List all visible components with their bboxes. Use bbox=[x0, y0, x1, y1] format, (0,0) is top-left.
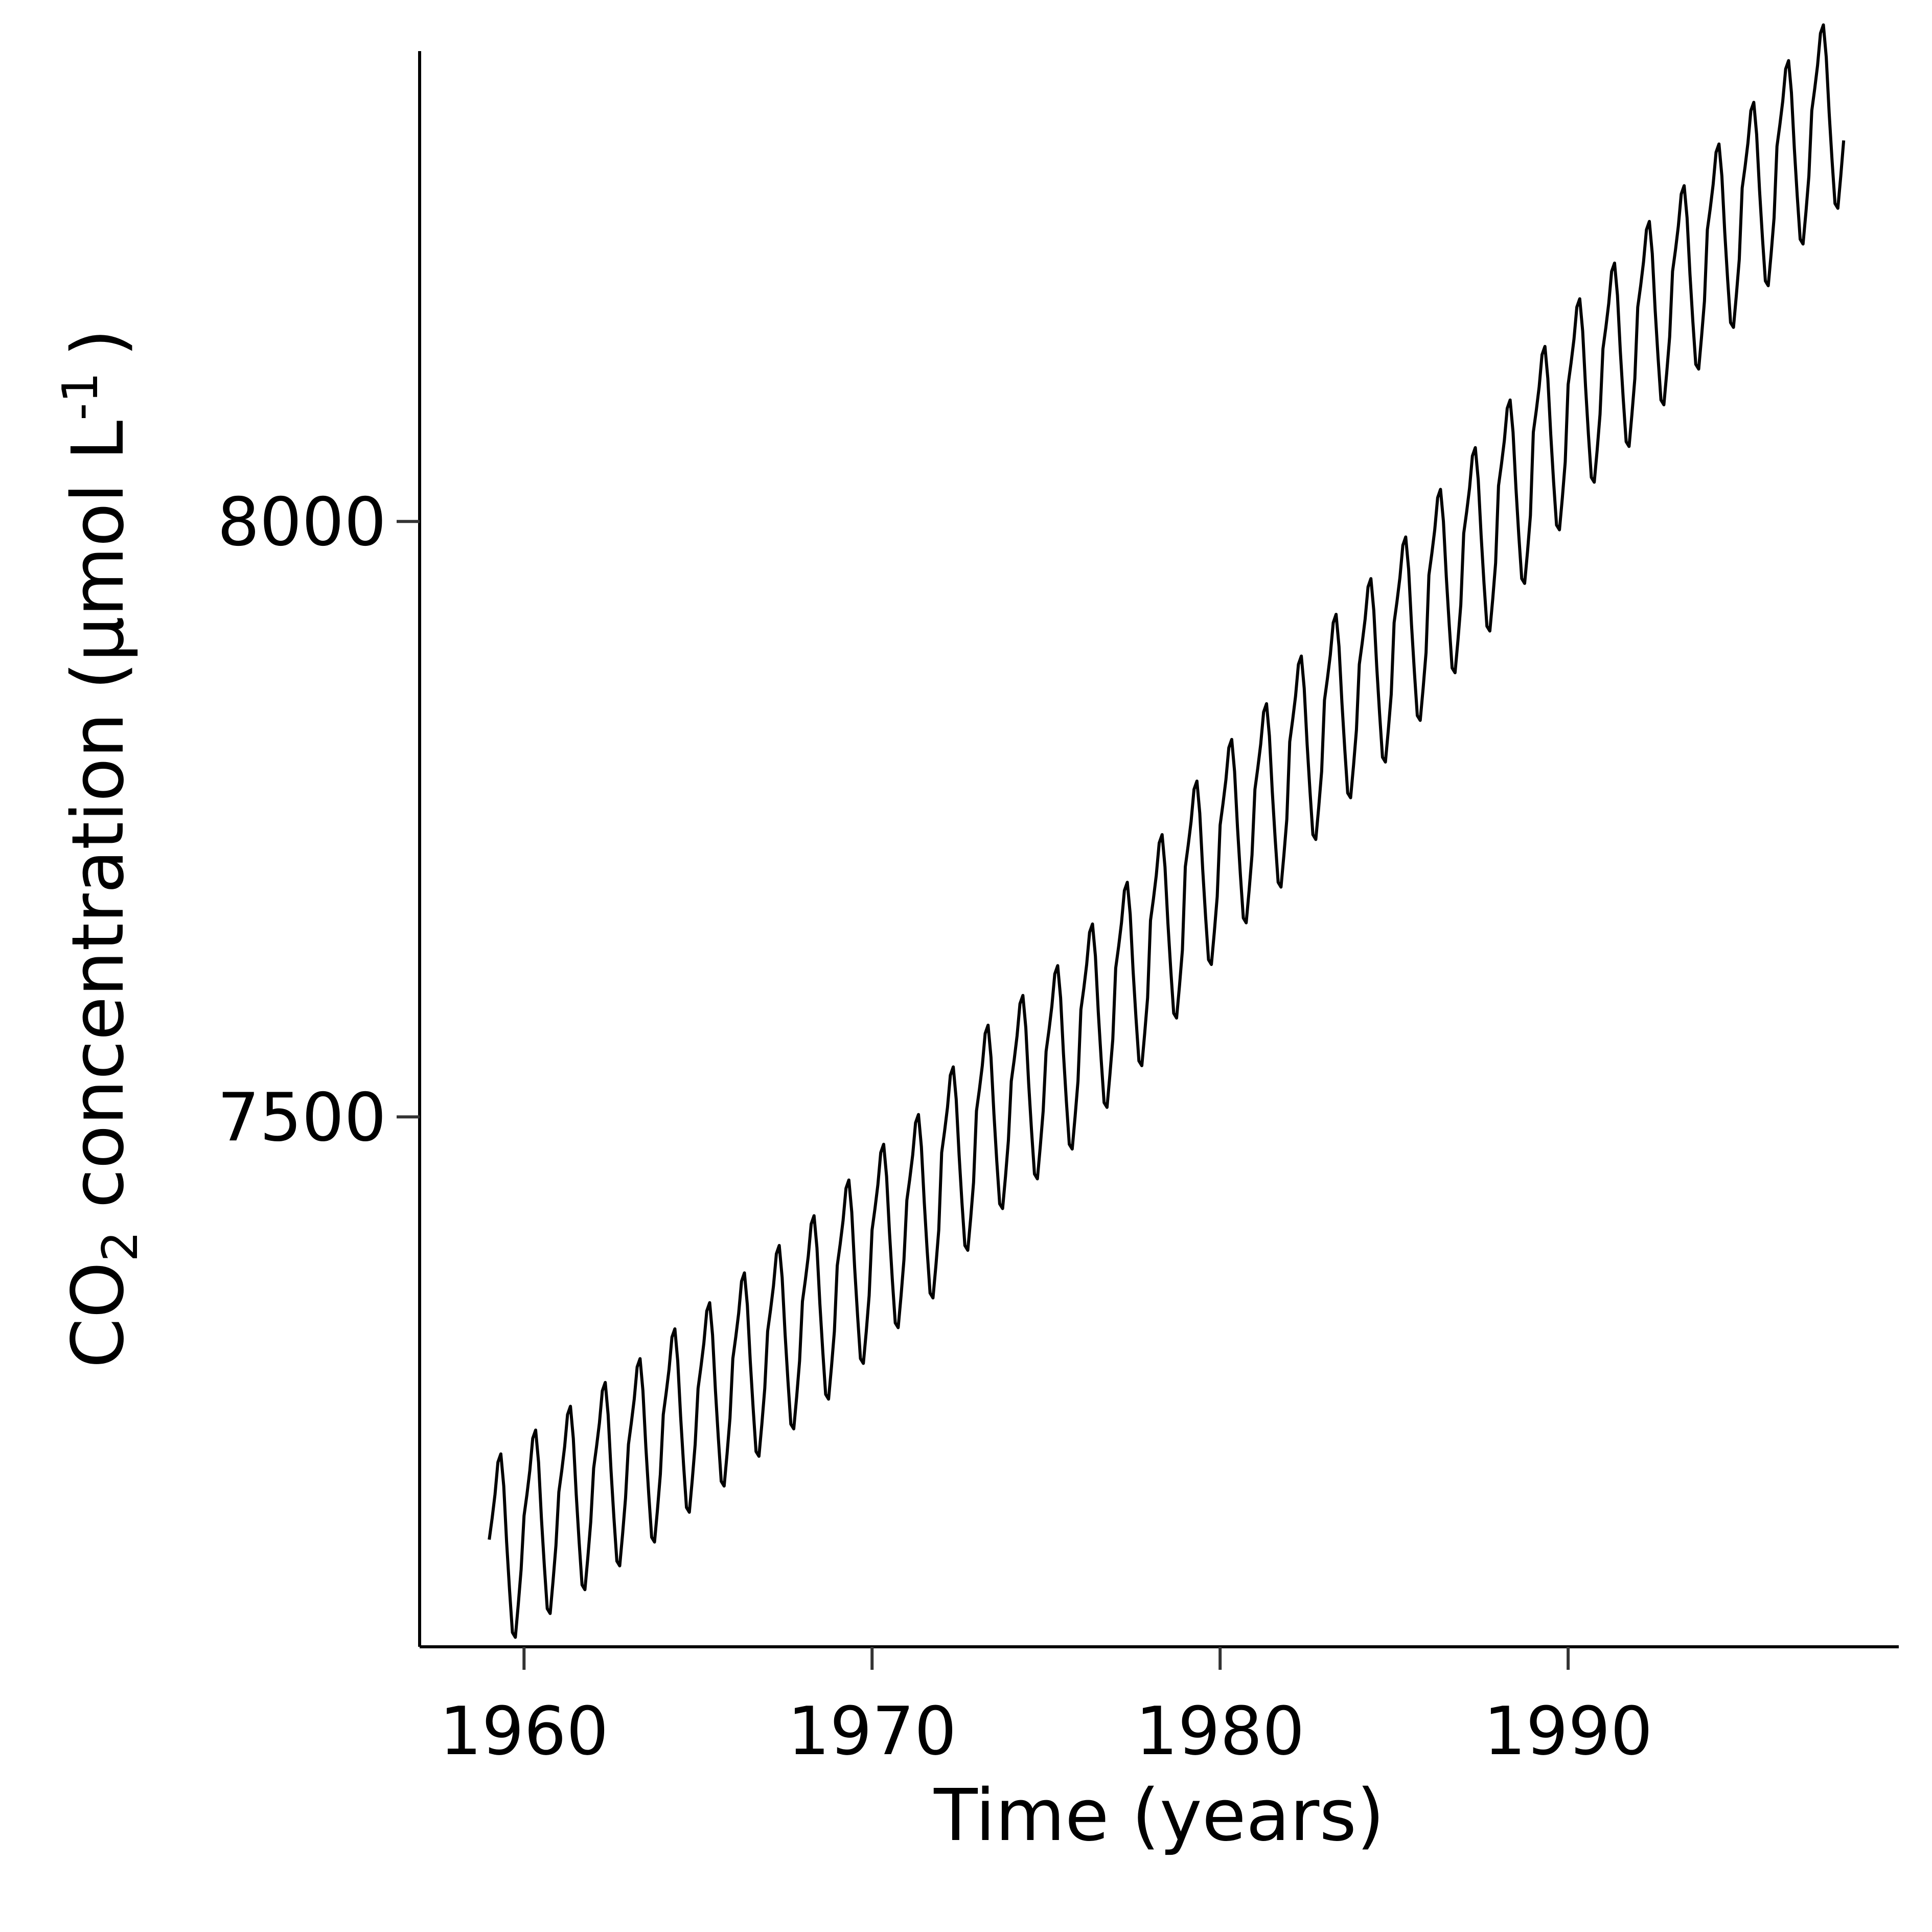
x-tick-label: 1970 bbox=[788, 1692, 957, 1770]
y-tick-label: 7500 bbox=[217, 1078, 386, 1156]
x-tick-label: 1980 bbox=[1136, 1692, 1305, 1770]
y-axis-title: CO2 concentration (µmol L-1) bbox=[53, 329, 149, 1368]
x-axis-ticks: 1960 1970 1980 1990 bbox=[440, 1647, 1653, 1770]
y-axis-title-subscript: 2 bbox=[93, 1231, 149, 1261]
y-tick-label: 8000 bbox=[217, 483, 386, 561]
x-axis-title: Time (years) bbox=[933, 1774, 1385, 1857]
y-axis-title-prefix: CO bbox=[57, 1262, 140, 1368]
y-axis-ticks: 7500 8000 bbox=[217, 483, 420, 1156]
y-axis-title-middle: concentration (µmol L bbox=[57, 421, 140, 1231]
x-tick-label: 1960 bbox=[440, 1692, 609, 1770]
plot-area bbox=[488, 23, 1846, 1639]
y-axis-title-superscript: -1 bbox=[53, 372, 109, 421]
x-tick-label: 1990 bbox=[1484, 1692, 1653, 1770]
co2-series-line bbox=[488, 23, 1846, 1639]
y-axis-title-suffix: ) bbox=[57, 329, 140, 357]
